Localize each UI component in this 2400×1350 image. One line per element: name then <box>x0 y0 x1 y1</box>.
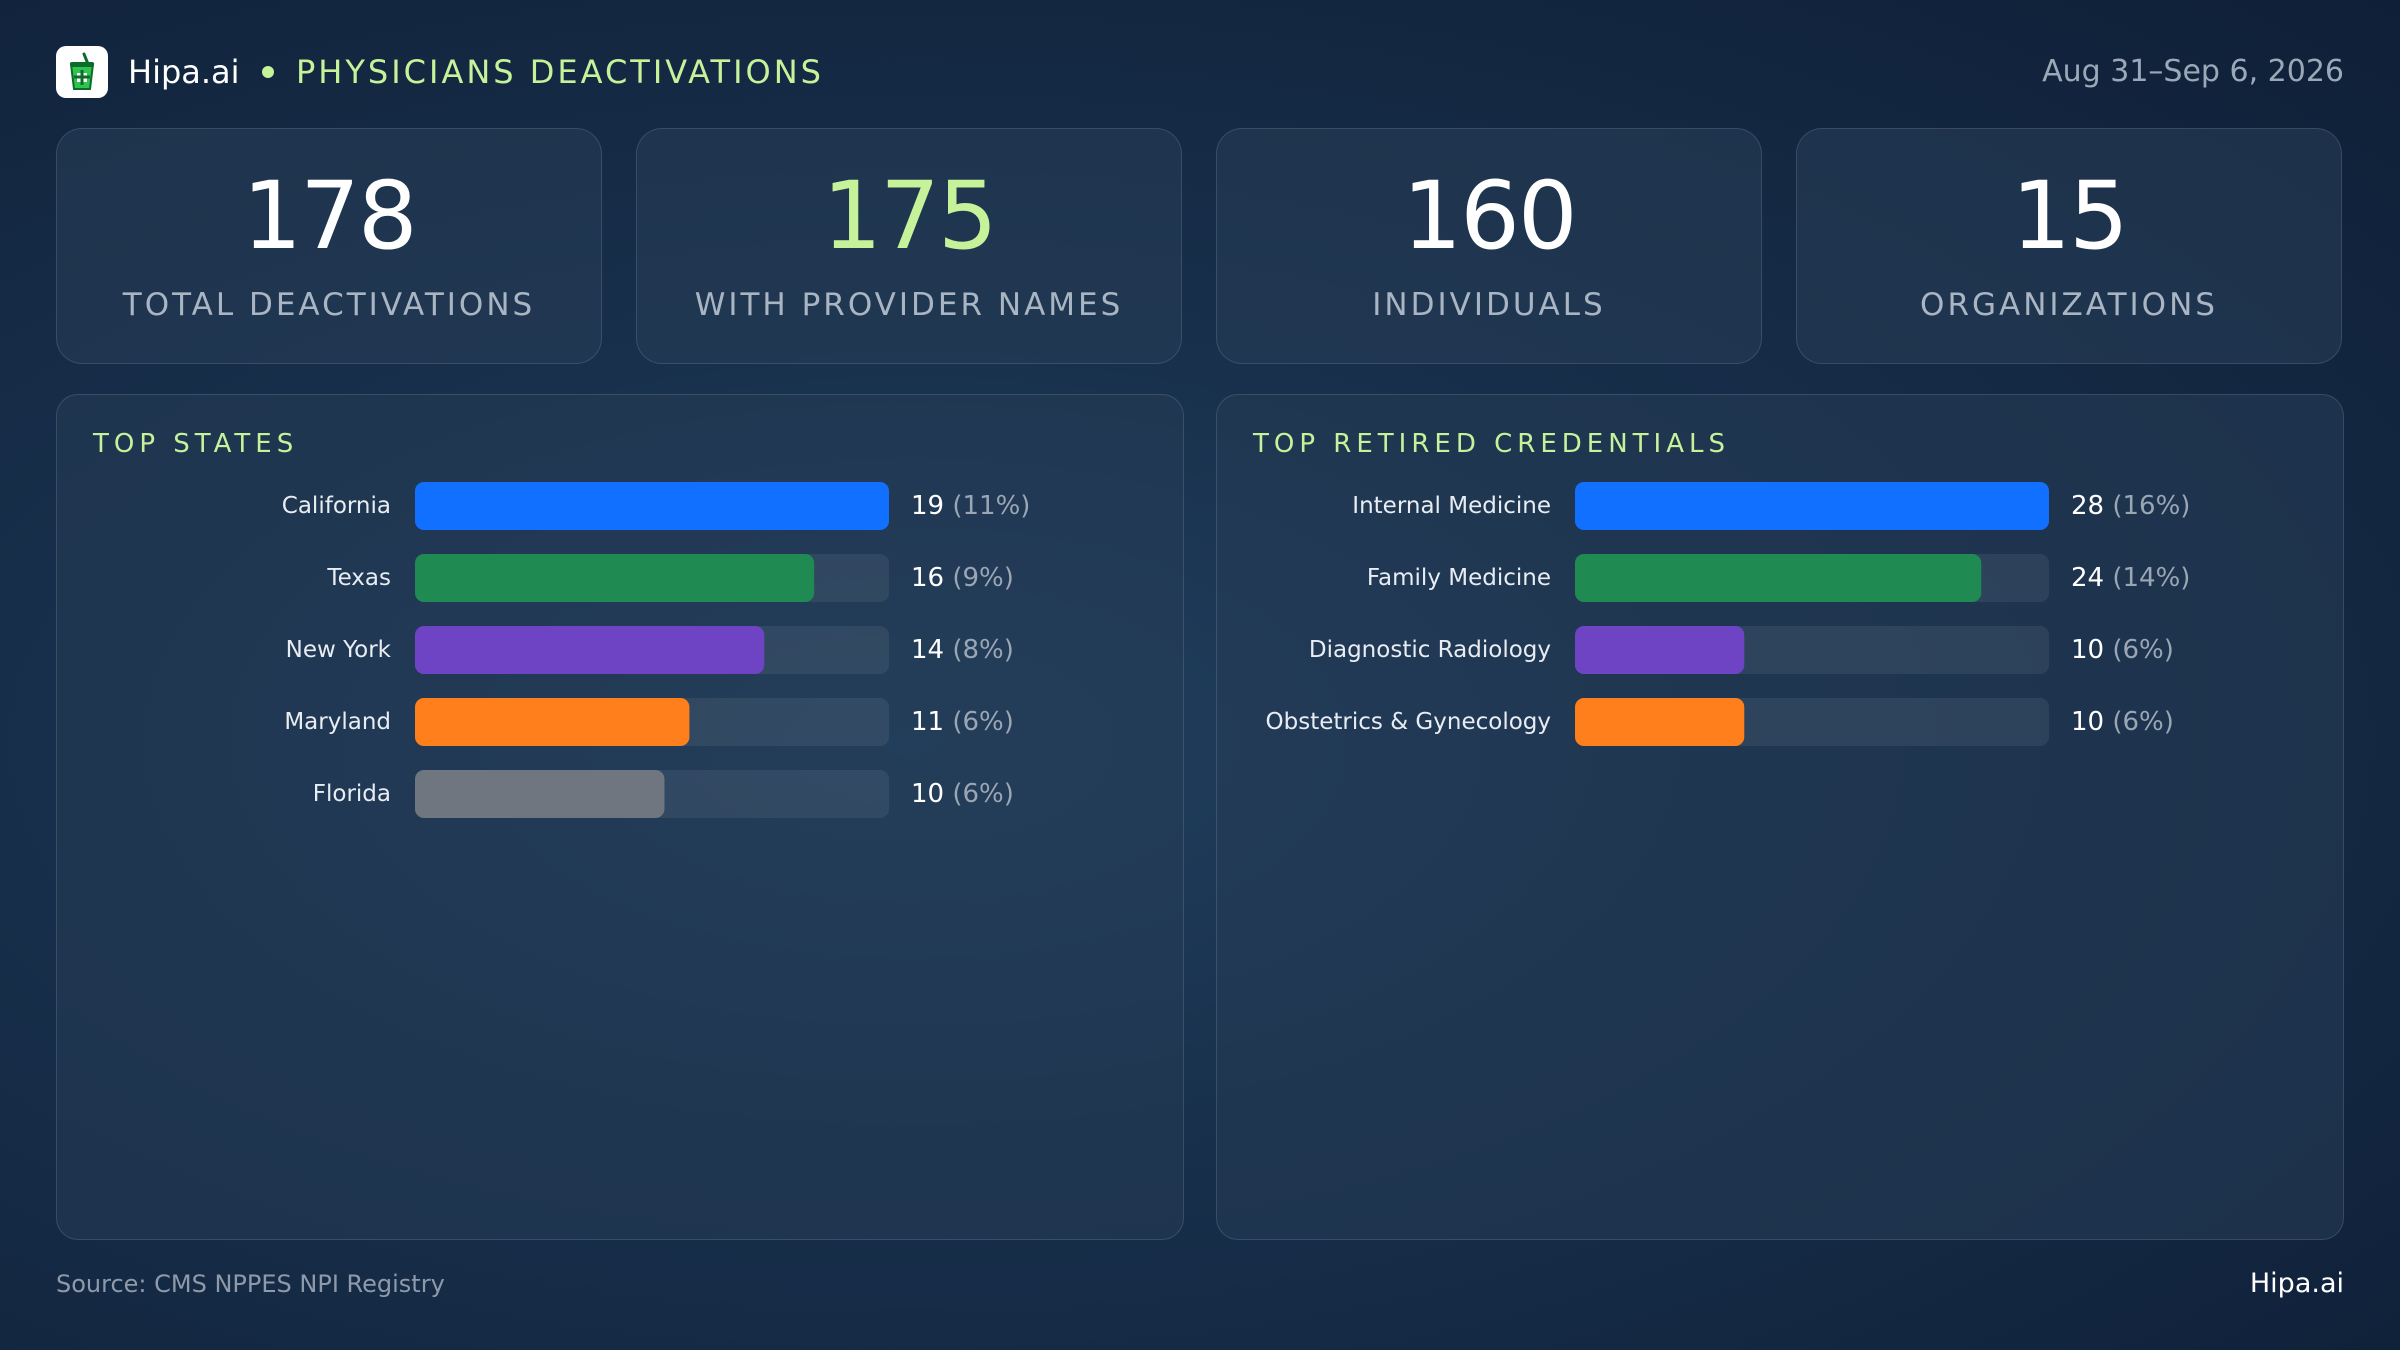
kpi-label: ORGANIZATIONS <box>1920 287 2218 323</box>
bar-texas <box>415 554 815 602</box>
value-percent: (14%) <box>2112 563 2190 593</box>
panel-title: TOP RETIRED CREDENTIALS <box>1253 429 1730 459</box>
kpi-card-organizations: 15 ORGANIZATIONS <box>1796 128 2342 364</box>
value-label-florida: 10 (6%) <box>911 779 1014 809</box>
kpi-value: 178 <box>242 162 417 271</box>
value-label-diagnostic-radiology: 10 (6%) <box>2071 635 2174 665</box>
kpi-card-total-deactivations: 178 TOTAL DEACTIVATIONS <box>56 128 602 364</box>
value-count: 19 <box>911 491 952 521</box>
kpi-card-individuals: 160 INDIVIDUALS <box>1216 128 1762 364</box>
value-percent: (6%) <box>952 779 1014 809</box>
kpi-label: TOTAL DEACTIVATIONS <box>122 287 536 323</box>
bar-maryland <box>415 698 690 746</box>
bar-obstetrics-gynecology <box>1575 698 1745 746</box>
value-count: 16 <box>911 563 952 593</box>
value-label-texas: 16 (9%) <box>911 563 1014 593</box>
value-label-california: 19 (11%) <box>911 491 1030 521</box>
top-credentials-chart: Internal Medicine 28 (16%) Family Medicine… <box>1266 482 2190 746</box>
value-count: 24 <box>2071 563 2112 593</box>
kpi-value: 15 <box>2011 162 2129 271</box>
value-percent: (6%) <box>2112 635 2174 665</box>
app-logo <box>56 46 108 98</box>
value-count: 11 <box>911 707 952 737</box>
drink-cup-icon <box>69 52 95 90</box>
value-percent: (6%) <box>2112 707 2174 737</box>
page-title: PHYSICIANS DEACTIVATIONS <box>296 53 824 91</box>
value-label-maryland: 11 (6%) <box>911 707 1014 737</box>
category-label-diagnostic-radiology: Diagnostic Radiology <box>1309 637 1551 663</box>
panel-title: TOP STATES <box>93 429 299 459</box>
value-count: 10 <box>2071 635 2112 665</box>
value-percent: (11%) <box>952 491 1030 521</box>
date-range: Aug 31–Sep 6, 2026 <box>2042 54 2344 89</box>
bar-florida <box>415 770 665 818</box>
category-label-family-medicine: Family Medicine <box>1367 565 1551 591</box>
category-label-obstetrics-gynecology: Obstetrics & Gynecology <box>1266 709 1551 735</box>
category-label-maryland: Maryland <box>284 709 391 735</box>
title-separator-dot <box>262 66 274 78</box>
value-percent: (16%) <box>2112 491 2190 521</box>
value-count: 28 <box>2071 491 2112 521</box>
top-retired-credentials-panel: TOP RETIRED CREDENTIALS Internal Medicin… <box>1216 394 2344 1240</box>
category-label-texas: Texas <box>326 565 391 591</box>
source-note: Source: CMS NPPES NPI Registry <box>56 1270 445 1298</box>
value-percent: (9%) <box>952 563 1014 593</box>
kpi-card-with-provider-names: 175 WITH PROVIDER NAMES <box>636 128 1182 364</box>
value-count: 10 <box>911 779 952 809</box>
bar-california <box>415 482 889 530</box>
kpi-value: 175 <box>822 162 997 271</box>
category-label-florida: Florida <box>313 781 391 807</box>
category-label-internal-medicine: Internal Medicine <box>1352 493 1551 519</box>
value-percent: (8%) <box>952 635 1014 665</box>
kpi-label: WITH PROVIDER NAMES <box>694 287 1124 323</box>
footer-brand: Hipa.ai <box>2249 1268 2344 1299</box>
bar-diagnostic-radiology <box>1575 626 1745 674</box>
kpi-value: 160 <box>1402 162 1577 271</box>
value-label-internal-medicine: 28 (16%) <box>2071 491 2190 521</box>
value-count: 14 <box>911 635 952 665</box>
bar-internal-medicine <box>1575 482 2049 530</box>
bar-family-medicine <box>1575 554 1982 602</box>
header: Hipa.ai PHYSICIANS DEACTIVATIONS Aug 31–… <box>56 46 2344 102</box>
bar-new-york <box>415 626 765 674</box>
value-percent: (6%) <box>952 707 1014 737</box>
kpi-label: INDIVIDUALS <box>1372 287 1606 323</box>
category-label-california: California <box>282 493 391 519</box>
top-states-chart: California 19 (11%) Texas 16 (9%) New York 14… <box>282 482 1030 818</box>
value-label-family-medicine: 24 (14%) <box>2071 563 2190 593</box>
value-count: 10 <box>2071 707 2112 737</box>
value-label-obstetrics-gynecology: 10 (6%) <box>2071 707 2174 737</box>
brand-name: Hipa.ai <box>128 53 240 91</box>
top-states-panel: TOP STATES California 19 (11%) Texas 16 (9%… <box>56 394 1184 1240</box>
category-label-new-york: New York <box>286 637 392 663</box>
value-label-new-york: 14 (8%) <box>911 635 1014 665</box>
